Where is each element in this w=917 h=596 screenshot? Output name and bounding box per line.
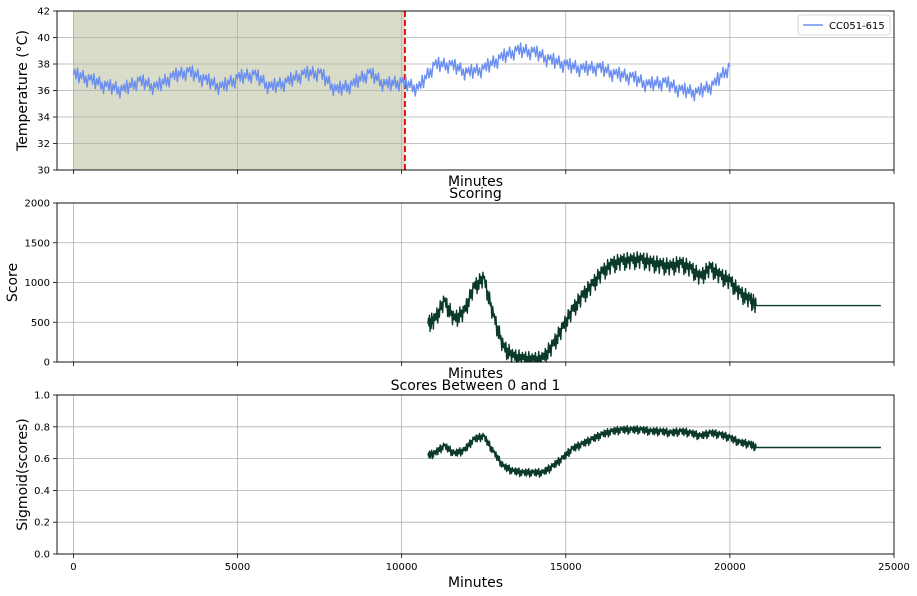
plot-frame (56, 394, 895, 555)
y-tick-label: 42 (37, 7, 50, 18)
x-axis-label: Minutes (448, 366, 503, 382)
chart-panel-3: 0.0 0.2 0.4 0.6 0.8 1.0 0 5000 10000 15000 20000 25… (15, 378, 910, 591)
y-tick-label: 0.0 (34, 550, 50, 561)
y-tick-label: 0.6 (34, 454, 50, 465)
y-axis-label: Sigmoid(scores) (15, 418, 31, 530)
y-tick-label: 0.4 (34, 486, 50, 497)
y-tick-label: 0.8 (34, 422, 50, 433)
y-tick-label: 500 (31, 318, 50, 329)
y-tick-label: 1.0 (34, 391, 50, 402)
legend: CC051-615 (797, 14, 891, 36)
chart-panel-2: 0 500 1000 1500 2000 Score Minutes Scoring (5, 186, 895, 382)
series-line-2 (427, 251, 881, 363)
y-tick-label: 36 (37, 86, 50, 97)
x-axis-label: Minutes (448, 174, 503, 190)
x-tick-label: 0 (70, 562, 76, 573)
x-axis-label: Minutes (448, 575, 503, 591)
y-tick-label: 1500 (25, 238, 50, 249)
y-tick-label: 38 (37, 60, 50, 71)
x-tick-label: 15000 (550, 562, 582, 573)
y-axis-label: Score (5, 263, 21, 302)
y-tick-label: 0 (44, 358, 50, 369)
series-line-1 (72, 42, 731, 102)
panel-title: Scoring (449, 186, 502, 202)
x-tick-label: 5000 (225, 562, 250, 573)
panel-title: Scores Between 0 and 1 (391, 378, 561, 394)
chart-panel-1: 30 32 34 36 38 40 42 Temperature (°C) Minutes CC0… (15, 7, 895, 190)
y-tick-label: 32 (37, 139, 50, 150)
y-tick-label: 0.2 (34, 518, 50, 529)
y-tick-label: 34 (37, 113, 50, 124)
y-axis-label: Temperature (°C) (15, 30, 31, 152)
y-tick-label: 1000 (25, 278, 50, 289)
y-tick-label: 2000 (25, 199, 50, 210)
series-line-3 (427, 425, 881, 478)
x-tick-label: 20000 (714, 562, 746, 573)
legend-box (797, 14, 891, 36)
x-tick-label: 10000 (386, 562, 418, 573)
x-tick-label: 25000 (878, 562, 910, 573)
legend-label: CC051-615 (829, 21, 885, 32)
y-tick-label: 30 (37, 166, 50, 177)
y-tick-label: 40 (37, 33, 50, 44)
